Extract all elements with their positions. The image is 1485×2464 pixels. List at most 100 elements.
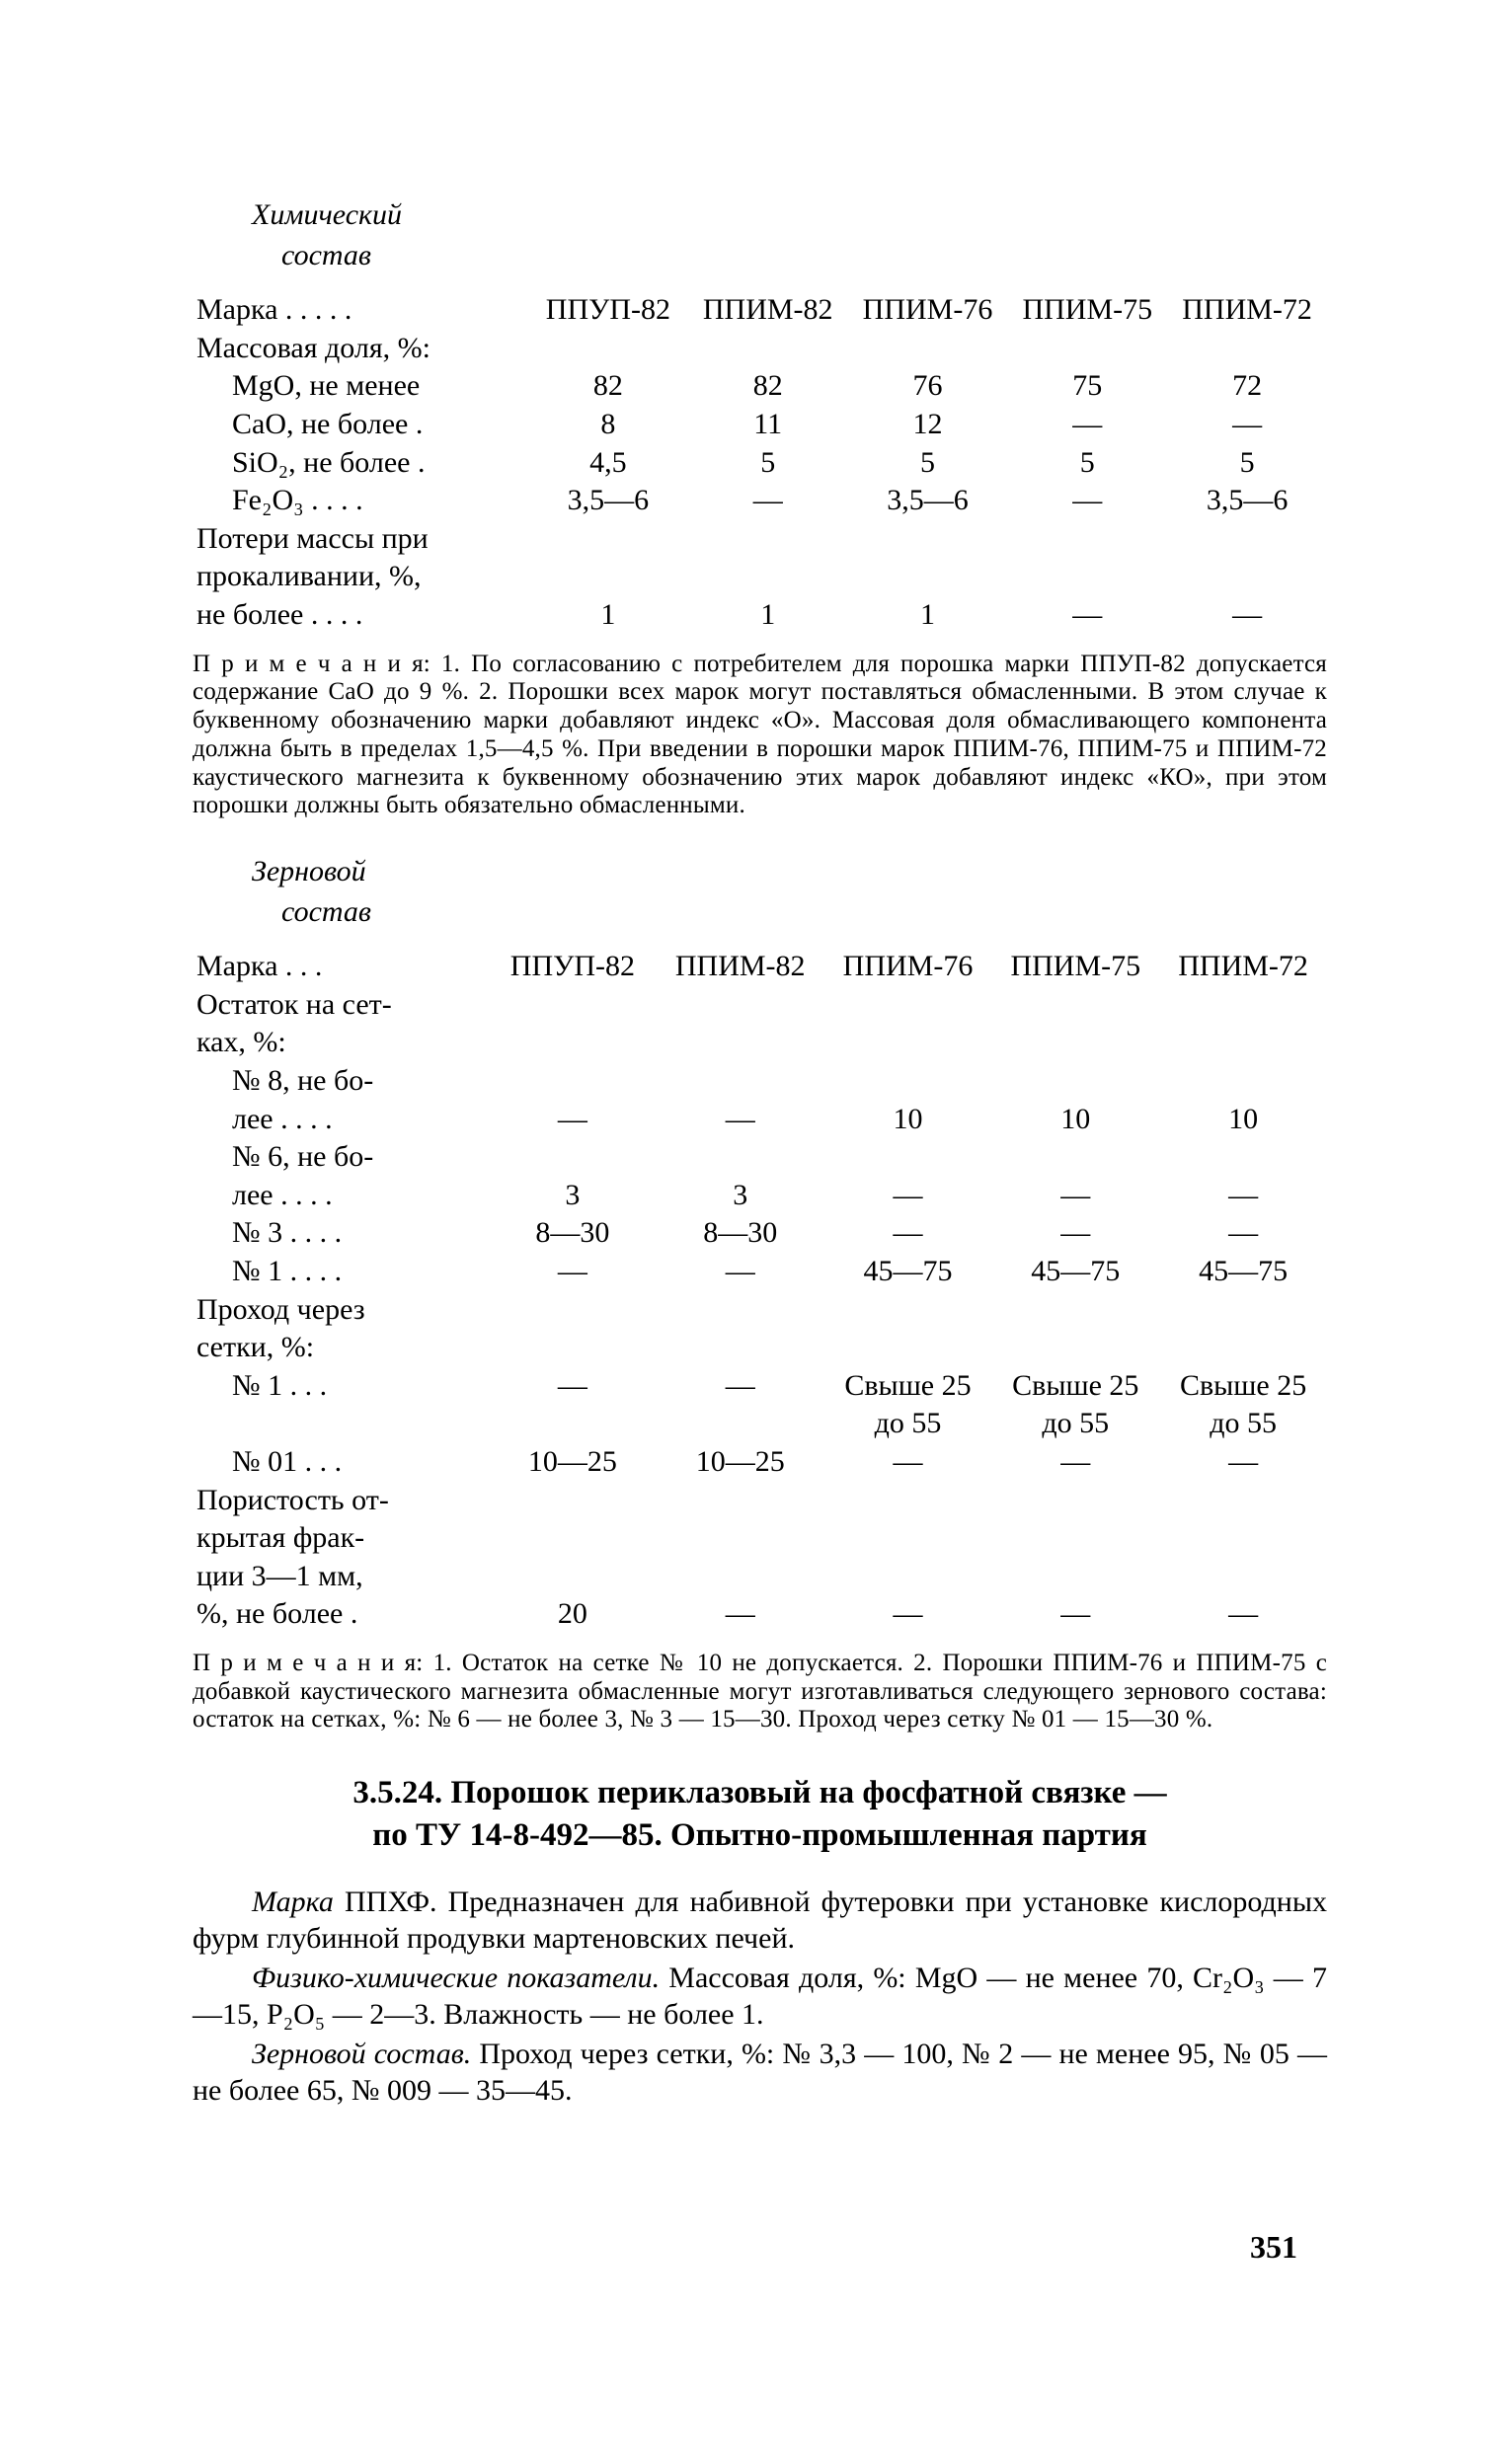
cell: 8—30	[657, 1214, 824, 1253]
row-label: крытая фрак-	[193, 1519, 1327, 1558]
cell: 4,5	[528, 444, 688, 483]
col-header: ППИМ-72	[1167, 291, 1327, 330]
cell: Свыше 25	[991, 1367, 1159, 1406]
cell: —	[489, 1101, 657, 1139]
table-row: SiO₂, не более . 4,5 5 5 5 5	[193, 444, 1327, 483]
row-label: Проход через	[193, 1291, 1327, 1330]
cell: —	[991, 1595, 1159, 1634]
table-row: № 6, не бо-	[193, 1138, 1327, 1177]
cell: 10—25	[489, 1443, 657, 1482]
row-label: Потери массы при	[193, 520, 1327, 559]
table-row: Марка . . . . . ППУП-82 ППИМ-82 ППИМ-76 …	[193, 291, 1327, 330]
row-label: № 8, не бо-	[193, 1062, 1327, 1101]
row-label: сетки, %:	[193, 1329, 1327, 1367]
row-label: Fe₂O₃ . . . .	[193, 482, 528, 520]
cell: —	[489, 1367, 657, 1406]
cell: Свыше 25	[824, 1367, 992, 1406]
cell: 3,5—6	[528, 482, 688, 520]
table-row: № 01 . . . 10—25 10—25 — — —	[193, 1443, 1327, 1482]
row-label: SiO₂, не более .	[193, 444, 528, 483]
paragraph: Зерновой состав. Проход через сетки, %: …	[193, 2037, 1327, 2109]
cell: —	[824, 1595, 992, 1634]
table-row: лее . . . . 3 3 — — —	[193, 1177, 1327, 1215]
cell	[657, 1405, 824, 1443]
table-row: Проход через	[193, 1291, 1327, 1330]
cell: 45—75	[1159, 1253, 1327, 1291]
chem-title: Химический	[193, 197, 1327, 234]
cell: 45—75	[824, 1253, 992, 1291]
cell: —	[1159, 1177, 1327, 1215]
cell: —	[991, 1214, 1159, 1253]
cell: 3	[489, 1177, 657, 1215]
cell: —	[1007, 596, 1167, 635]
row-header: Массовая доля, %:	[193, 330, 1327, 368]
cell: 45—75	[991, 1253, 1159, 1291]
cell: —	[1159, 1595, 1327, 1634]
table-row: сетки, %:	[193, 1329, 1327, 1367]
row-label: № 1 . . .	[193, 1367, 489, 1406]
table-row: лее . . . . — — 10 10 10	[193, 1101, 1327, 1139]
section-heading-line1: 3.5.24. Порошок периклазовый на фосфатно…	[352, 1775, 1166, 1810]
cell: —	[1159, 1443, 1327, 1482]
cell: до 55	[1159, 1405, 1327, 1443]
table-row: %, не более . 20 — — — —	[193, 1595, 1327, 1634]
run-text: ППХФ. Предназначен для набивной футеровк…	[193, 1886, 1327, 1955]
table-row: Пористость от-	[193, 1482, 1327, 1520]
row-label: ции 3—1 мм,	[193, 1558, 1327, 1596]
cell: —	[824, 1177, 992, 1215]
row-label: № 3 . . . .	[193, 1214, 489, 1253]
cell: 10	[991, 1101, 1159, 1139]
cell: 8	[528, 406, 688, 444]
row-label: MgO, не менее	[193, 367, 528, 406]
row-label: лее . . . .	[193, 1101, 489, 1139]
chem-sub: состав	[193, 238, 1327, 274]
cell: 1	[848, 596, 1008, 635]
table-row: № 1 . . . . — — 45—75 45—75 45—75	[193, 1253, 1327, 1291]
cell: до 55	[991, 1405, 1159, 1443]
paragraph: Физико-химические показатели. Массовая д…	[193, 1961, 1327, 2033]
section-heading: 3.5.24. Порошок периклазовый на фосфатно…	[193, 1772, 1327, 1857]
row-label: Пористость от-	[193, 1482, 1327, 1520]
cell: —	[657, 1595, 824, 1634]
cell: 8—30	[489, 1214, 657, 1253]
col-header: ППИМ-76	[848, 291, 1008, 330]
run-italic: Зерновой состав.	[193, 2038, 471, 2070]
chem-notes: П р и м е ч а н и я: 1. По согласованию …	[193, 651, 1327, 821]
grain-sub: состав	[193, 894, 1327, 931]
row-label: Марка . . . . .	[193, 291, 528, 330]
row-label: № 01 . . .	[193, 1443, 489, 1482]
cell: Свыше 25	[1159, 1367, 1327, 1406]
cell: —	[657, 1101, 824, 1139]
cell: 3,5—6	[848, 482, 1008, 520]
cell: —	[1167, 406, 1327, 444]
row-label: № 6, не бо-	[193, 1138, 1327, 1177]
paragraph: Марка ППХФ. Предназначен для набивной фу…	[193, 1885, 1327, 1957]
cell: —	[489, 1253, 657, 1291]
table-row: Потери массы при	[193, 520, 1327, 559]
cell: 12	[848, 406, 1008, 444]
row-label: %, не более .	[193, 1595, 489, 1634]
col-header: ППИМ-72	[1159, 948, 1327, 986]
cell: —	[657, 1367, 824, 1406]
row-label: прокаливании, %,	[193, 558, 1327, 596]
cell: 20	[489, 1595, 657, 1634]
cell: —	[1007, 406, 1167, 444]
row-label: CaO, не более .	[193, 406, 528, 444]
cell: 3,5—6	[1167, 482, 1327, 520]
grain-table: Марка . . . ППУП-82 ППИМ-82 ППИМ-76 ППИМ…	[193, 948, 1327, 1634]
col-header: ППИМ-75	[1007, 291, 1167, 330]
cell: 10	[824, 1101, 992, 1139]
table-row: Массовая доля, %:	[193, 330, 1327, 368]
col-header: ППИМ-82	[657, 948, 824, 986]
run-italic: Марка	[193, 1886, 334, 1918]
row-label: Остаток на сет-	[193, 986, 1327, 1025]
table-row: CaO, не более . 8 11 12 — —	[193, 406, 1327, 444]
cell: 75	[1007, 367, 1167, 406]
table-row: Марка . . . ППУП-82 ППИМ-82 ППИМ-76 ППИМ…	[193, 948, 1327, 986]
cell: 1	[688, 596, 848, 635]
cell: 10—25	[657, 1443, 824, 1482]
row-label: № 1 . . . .	[193, 1253, 489, 1291]
col-header: ППУП-82	[528, 291, 688, 330]
cell: —	[657, 1253, 824, 1291]
table-row: до 55 до 55 до 55	[193, 1405, 1327, 1443]
